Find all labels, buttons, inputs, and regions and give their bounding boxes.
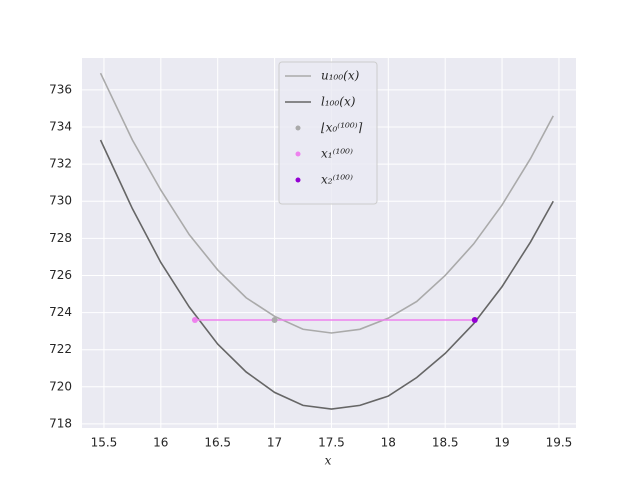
point [191, 317, 198, 324]
y-tick-label: 734 [49, 120, 72, 134]
legend-label: l₁₀₀(x) [321, 95, 356, 109]
y-tick-label: 730 [49, 194, 72, 208]
y-tick-label: 720 [49, 379, 72, 393]
legend-label: x₂⁽¹⁰⁰⁾ [321, 173, 353, 187]
y-tick-label: 722 [49, 342, 72, 356]
y-tick-label: 732 [49, 157, 72, 171]
legend-box [278, 61, 378, 205]
x-tick-label: 19.5 [546, 436, 573, 450]
legend-label: x₁⁽¹⁰⁰⁾ [321, 147, 353, 161]
y-tick-label: 736 [49, 82, 72, 96]
x-tick-label: 18.5 [432, 436, 459, 450]
x-tick-label: 17 [267, 436, 282, 450]
legend-marker [295, 177, 301, 183]
legend-label: ⌊x₀⁽¹⁰⁰⁾⌉ [321, 121, 363, 135]
line [99, 139, 554, 410]
x-tick-label: 15.5 [91, 436, 118, 450]
legend: u₁₀₀(x) l₁₀₀(x) ⌊x₀⁽¹⁰⁰⁾⌉ x₁⁽¹⁰⁰⁾ x₂⁽¹⁰⁰⁾ [278, 61, 378, 205]
point [271, 317, 278, 324]
x-axis-label: x [325, 454, 332, 468]
y-tick-label: 724 [49, 305, 72, 319]
legend-marker [295, 125, 301, 131]
point [471, 317, 478, 324]
x-tick-label: 16.5 [204, 436, 231, 450]
y-tick-label: 728 [49, 231, 72, 245]
y-tick-label: 726 [49, 268, 72, 282]
y-tick-label: 718 [49, 416, 72, 430]
x-tick-label: 17.5 [318, 436, 345, 450]
x-tick-label: 16 [153, 436, 168, 450]
x-tick-label: 18 [381, 436, 396, 450]
legend-marker [295, 151, 301, 157]
x-tick-label: 19 [494, 436, 509, 450]
line [99, 72, 554, 334]
legend-label: u₁₀₀(x) [321, 69, 360, 83]
